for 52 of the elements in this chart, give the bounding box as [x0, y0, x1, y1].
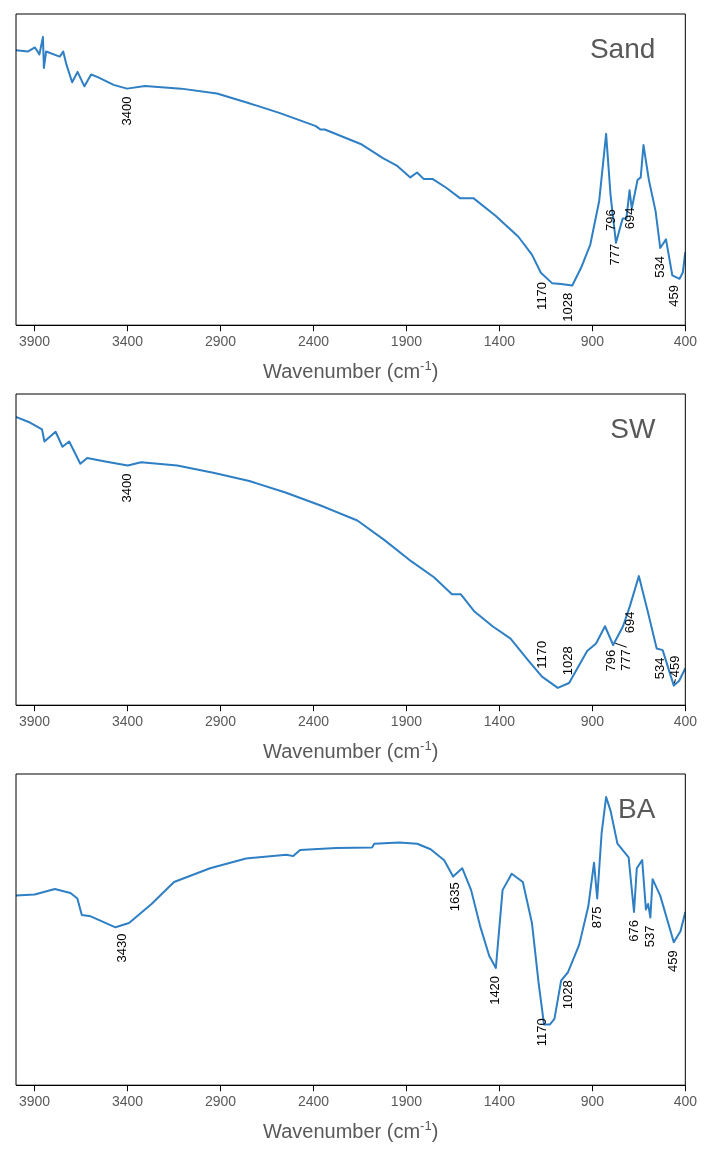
x-tick-label: 2400: [297, 1093, 330, 1110]
chart-title: SW: [610, 412, 656, 444]
x-tick-label: 3900: [19, 333, 51, 350]
x-tick-label: 900: [580, 333, 605, 350]
x-tick-label: 400: [673, 713, 698, 730]
annotation: 1170: [533, 1018, 549, 1047]
x-tick-label: 3400: [111, 1093, 144, 1110]
annotation: 534: [651, 657, 667, 680]
x-tick-label: 2400: [297, 713, 330, 730]
x-tick-label: 1400: [483, 713, 516, 730]
x-tick-label: 2900: [204, 333, 237, 350]
x-tick-label: 900: [580, 1093, 605, 1110]
chart-title: BA: [617, 792, 656, 824]
annotation: 1635: [447, 882, 463, 912]
x-tick-label: 3400: [111, 333, 144, 350]
x-tick-label: 3400: [111, 713, 144, 730]
annotation: 534: [651, 255, 667, 278]
annotation: 694: [622, 207, 638, 230]
annotation: 3400: [119, 473, 135, 503]
annotation: 459: [665, 285, 681, 307]
annotation: 1170: [533, 281, 549, 310]
annotation: 777: [606, 243, 622, 266]
x-tick-label: 3900: [19, 1093, 51, 1110]
annotation: 537: [641, 925, 657, 948]
x-tick-label: 400: [673, 1093, 698, 1110]
annotation: 459: [666, 655, 682, 678]
annotation: 1028: [560, 980, 576, 1010]
chart-title: Sand: [589, 32, 656, 64]
annotation: 694: [622, 611, 638, 634]
x-tick-label: 2900: [204, 1093, 237, 1110]
x-tick-label: 1900: [390, 713, 423, 730]
annotation: 3430: [113, 933, 129, 963]
annotation: 777: [618, 649, 634, 671]
x-tick-label: 2900: [204, 713, 237, 730]
x-tick-label: 900: [580, 713, 605, 730]
x-tick-label: 400: [673, 333, 698, 350]
annotation: 459: [665, 950, 681, 972]
annotation: 1028: [560, 646, 576, 676]
annotation: 3400: [119, 96, 135, 126]
x-tick-label: 1900: [390, 1093, 423, 1110]
annotation: 796: [603, 649, 619, 672]
annotation: 875: [588, 906, 604, 929]
x-tick-label: 1400: [483, 1093, 516, 1110]
annotation: 1420: [487, 975, 503, 1005]
annotation: 1028: [560, 292, 576, 322]
annotation: 676: [625, 920, 641, 942]
annotation: 796: [603, 209, 619, 231]
x-tick-label: 1900: [390, 333, 423, 350]
annotation: 1170: [533, 640, 549, 669]
x-tick-label: 3900: [19, 713, 51, 730]
x-tick-label: 2400: [297, 333, 330, 350]
x-tick-label: 1400: [483, 333, 516, 350]
